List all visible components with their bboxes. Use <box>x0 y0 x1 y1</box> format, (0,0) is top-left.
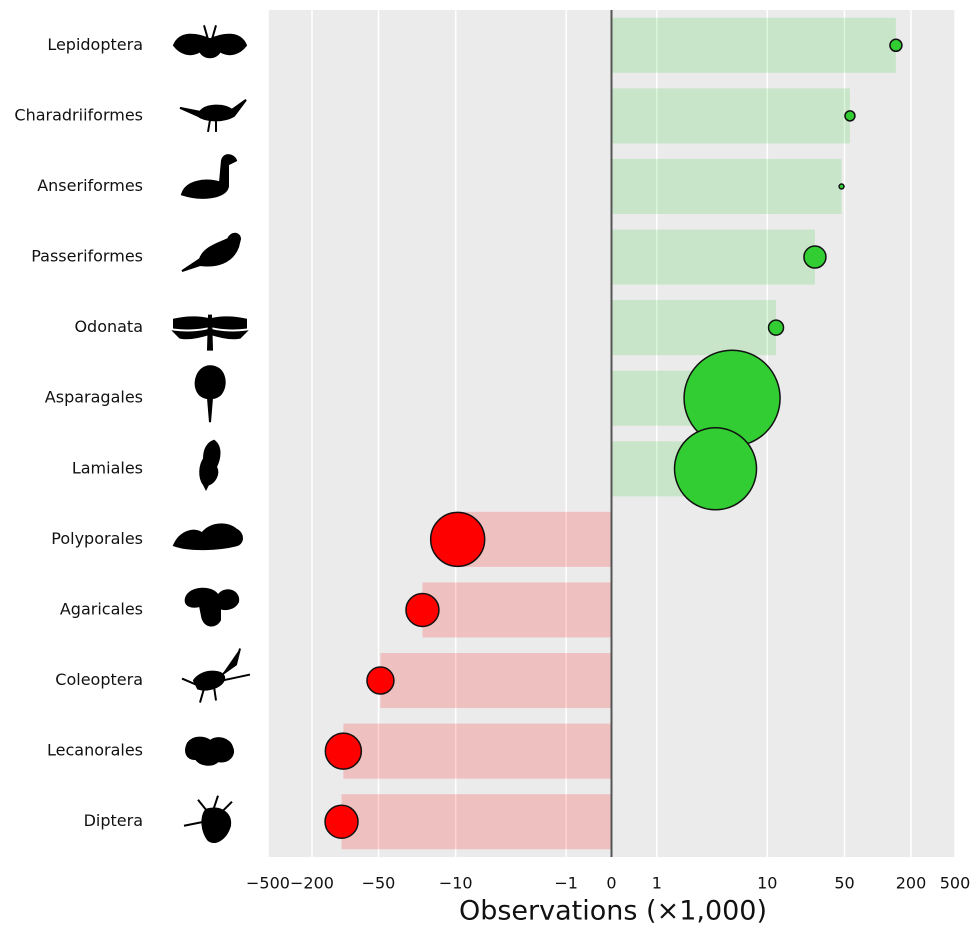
x-tick-label: −200 <box>290 874 334 893</box>
y-tick-label: Asparagales <box>45 388 143 407</box>
x-tick-label: −10 <box>439 874 473 893</box>
x-axis-label: Observations (×1,000) <box>459 896 767 927</box>
x-tick-label: 0 <box>606 874 616 893</box>
x-tick-label: 500 <box>940 874 971 893</box>
y-tick-label: Charadriiformes <box>14 105 143 124</box>
bubble <box>889 38 903 53</box>
bubble <box>324 804 359 839</box>
x-tick-label: 1 <box>652 874 662 893</box>
bar <box>611 229 815 285</box>
bar <box>611 88 850 144</box>
x-tick-label: 10 <box>757 874 777 893</box>
bar <box>341 794 612 850</box>
y-tick-label: Diptera <box>84 811 143 830</box>
y-tick-label: Lepidoptera <box>47 35 143 54</box>
bubble <box>324 732 363 770</box>
bubble <box>405 592 440 628</box>
y-tick-label: Coleoptera <box>55 670 143 689</box>
bubble <box>366 666 395 695</box>
icon <box>171 314 249 351</box>
bubble <box>844 110 856 122</box>
x-tick-label: −500 <box>246 874 290 893</box>
icon <box>172 25 248 59</box>
bar <box>343 723 612 779</box>
icon <box>183 795 233 844</box>
bar <box>380 653 612 709</box>
y-tick-label: Lecanorales <box>47 741 143 760</box>
x-tick-label: 50 <box>834 874 854 893</box>
bar <box>611 17 896 73</box>
bar <box>611 158 842 214</box>
x-tick-label: 200 <box>896 874 927 893</box>
y-tick-label: Polyporales <box>51 529 143 548</box>
bubble <box>838 183 845 190</box>
y-tick-label: Lamiales <box>72 458 143 477</box>
bubble <box>767 319 785 336</box>
icon <box>194 365 226 423</box>
bar <box>422 582 612 638</box>
icon <box>184 587 240 627</box>
y-tick-label: Anseriformes <box>37 176 143 195</box>
icon <box>181 648 251 703</box>
icon <box>179 99 247 133</box>
x-tick-label: −50 <box>362 874 396 893</box>
icon <box>185 736 234 766</box>
bubble <box>429 511 486 568</box>
bubble <box>673 427 758 511</box>
icon <box>180 154 238 199</box>
icon <box>199 439 221 492</box>
y-tick-label: Passeriformes <box>31 247 143 266</box>
y-tick-label: Agaricales <box>60 599 143 618</box>
y-tick-label: Odonata <box>74 317 143 336</box>
icon <box>181 232 242 272</box>
bar <box>611 300 777 356</box>
icon <box>172 523 243 551</box>
bubble <box>803 245 827 269</box>
x-tick-label: −1 <box>554 874 578 893</box>
